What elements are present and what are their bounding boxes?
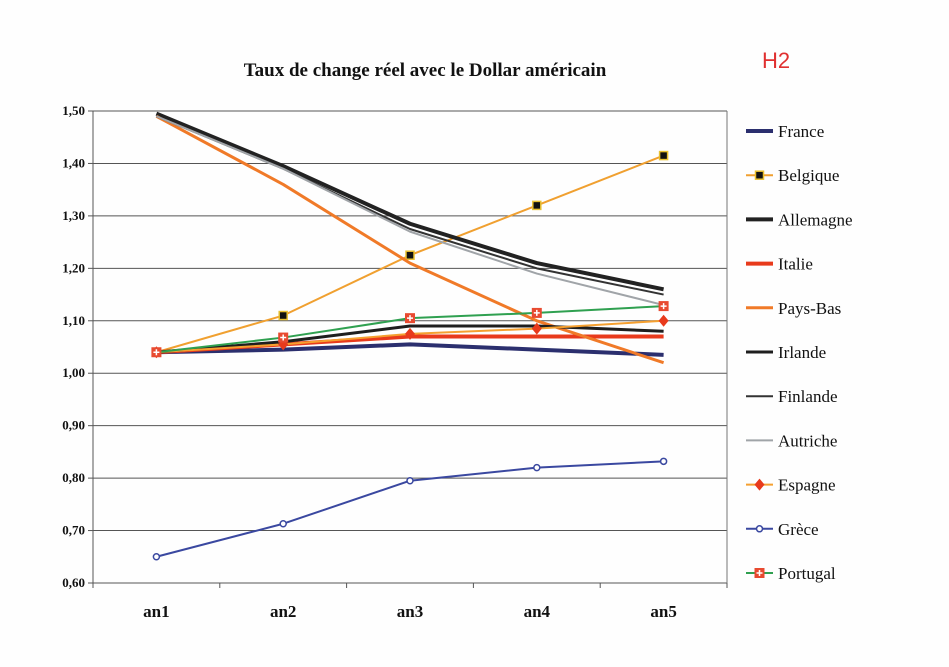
data-point-portugal-cross: [660, 303, 667, 310]
y-tick-label: 0,80: [62, 470, 85, 485]
y-tick-label: 1,00: [62, 365, 85, 380]
x-tick-label: an5: [650, 602, 676, 621]
data-point-espagne: [531, 322, 542, 335]
data-point-grece: [406, 476, 414, 485]
y-tick-label: 1,40: [62, 155, 85, 170]
data-point-belgique: [278, 310, 288, 321]
x-tick-label: an1: [143, 602, 169, 621]
x-tick-label: an3: [397, 602, 423, 621]
legend-marker-portugal-cross: [756, 570, 763, 576]
legend-label-espagne: Espagne: [778, 476, 836, 495]
data-point-portugal-cross: [533, 309, 540, 316]
legend-marker-grece: [755, 525, 764, 533]
data-point-grece: [533, 463, 541, 472]
y-tick-label: 1,30: [62, 208, 85, 223]
data-point-espagne: [658, 314, 669, 327]
legend-label-irlande: Irlande: [778, 343, 826, 362]
series-line-allemagne: [155, 111, 665, 292]
data-point-belgique: [532, 200, 542, 211]
chart-title: Taux de change réel avec le Dollar améri…: [243, 60, 607, 81]
x-tick-label: an2: [270, 602, 296, 621]
data-point-grece: [659, 457, 668, 466]
series-line-autriche: [156, 115, 664, 307]
legend-label-portugal: Portugal: [778, 564, 836, 583]
data-point-espagne: [405, 327, 415, 340]
series-line-pays-bas: [155, 114, 665, 365]
data-point-portugal-cross: [153, 349, 160, 356]
legend-label-grece: Grèce: [778, 520, 819, 539]
y-tick-label: 0,90: [62, 418, 85, 433]
data-point-belgique: [658, 150, 669, 161]
legend-label-allemagne: Allemagne: [778, 210, 853, 229]
legend-label-pays-bas: Pays-Bas: [778, 299, 841, 318]
data-point-portugal-cross: [280, 334, 287, 341]
x-tick-label: an4: [524, 602, 551, 621]
legend-marker-espagne: [754, 478, 765, 491]
y-tick-label: 1,10: [62, 313, 85, 328]
handwritten-note: H2: [762, 48, 791, 73]
data-point-grece: [279, 519, 287, 528]
data-point-portugal-cross: [407, 315, 413, 322]
series-line-grece: [156, 460, 664, 558]
data-point-grece: [152, 553, 161, 561]
y-tick-label: 0,60: [62, 575, 85, 590]
y-tick-label: 1,20: [62, 260, 85, 275]
legend-marker-belgique: [754, 170, 765, 180]
y-tick-label: 0,70: [62, 523, 85, 538]
legend-label-finlande: Finlande: [778, 387, 838, 406]
data-point-belgique: [405, 250, 415, 260]
legend-label-autriche: Autriche: [778, 431, 837, 450]
legend-label-italie: Italie: [778, 255, 813, 274]
y-tick-label: 1,50: [62, 103, 85, 118]
legend-label-belgique: Belgique: [778, 166, 839, 185]
legend-label-france: France: [778, 122, 824, 141]
series-line-france: [156, 342, 664, 357]
series-line-irlande: [156, 324, 664, 354]
